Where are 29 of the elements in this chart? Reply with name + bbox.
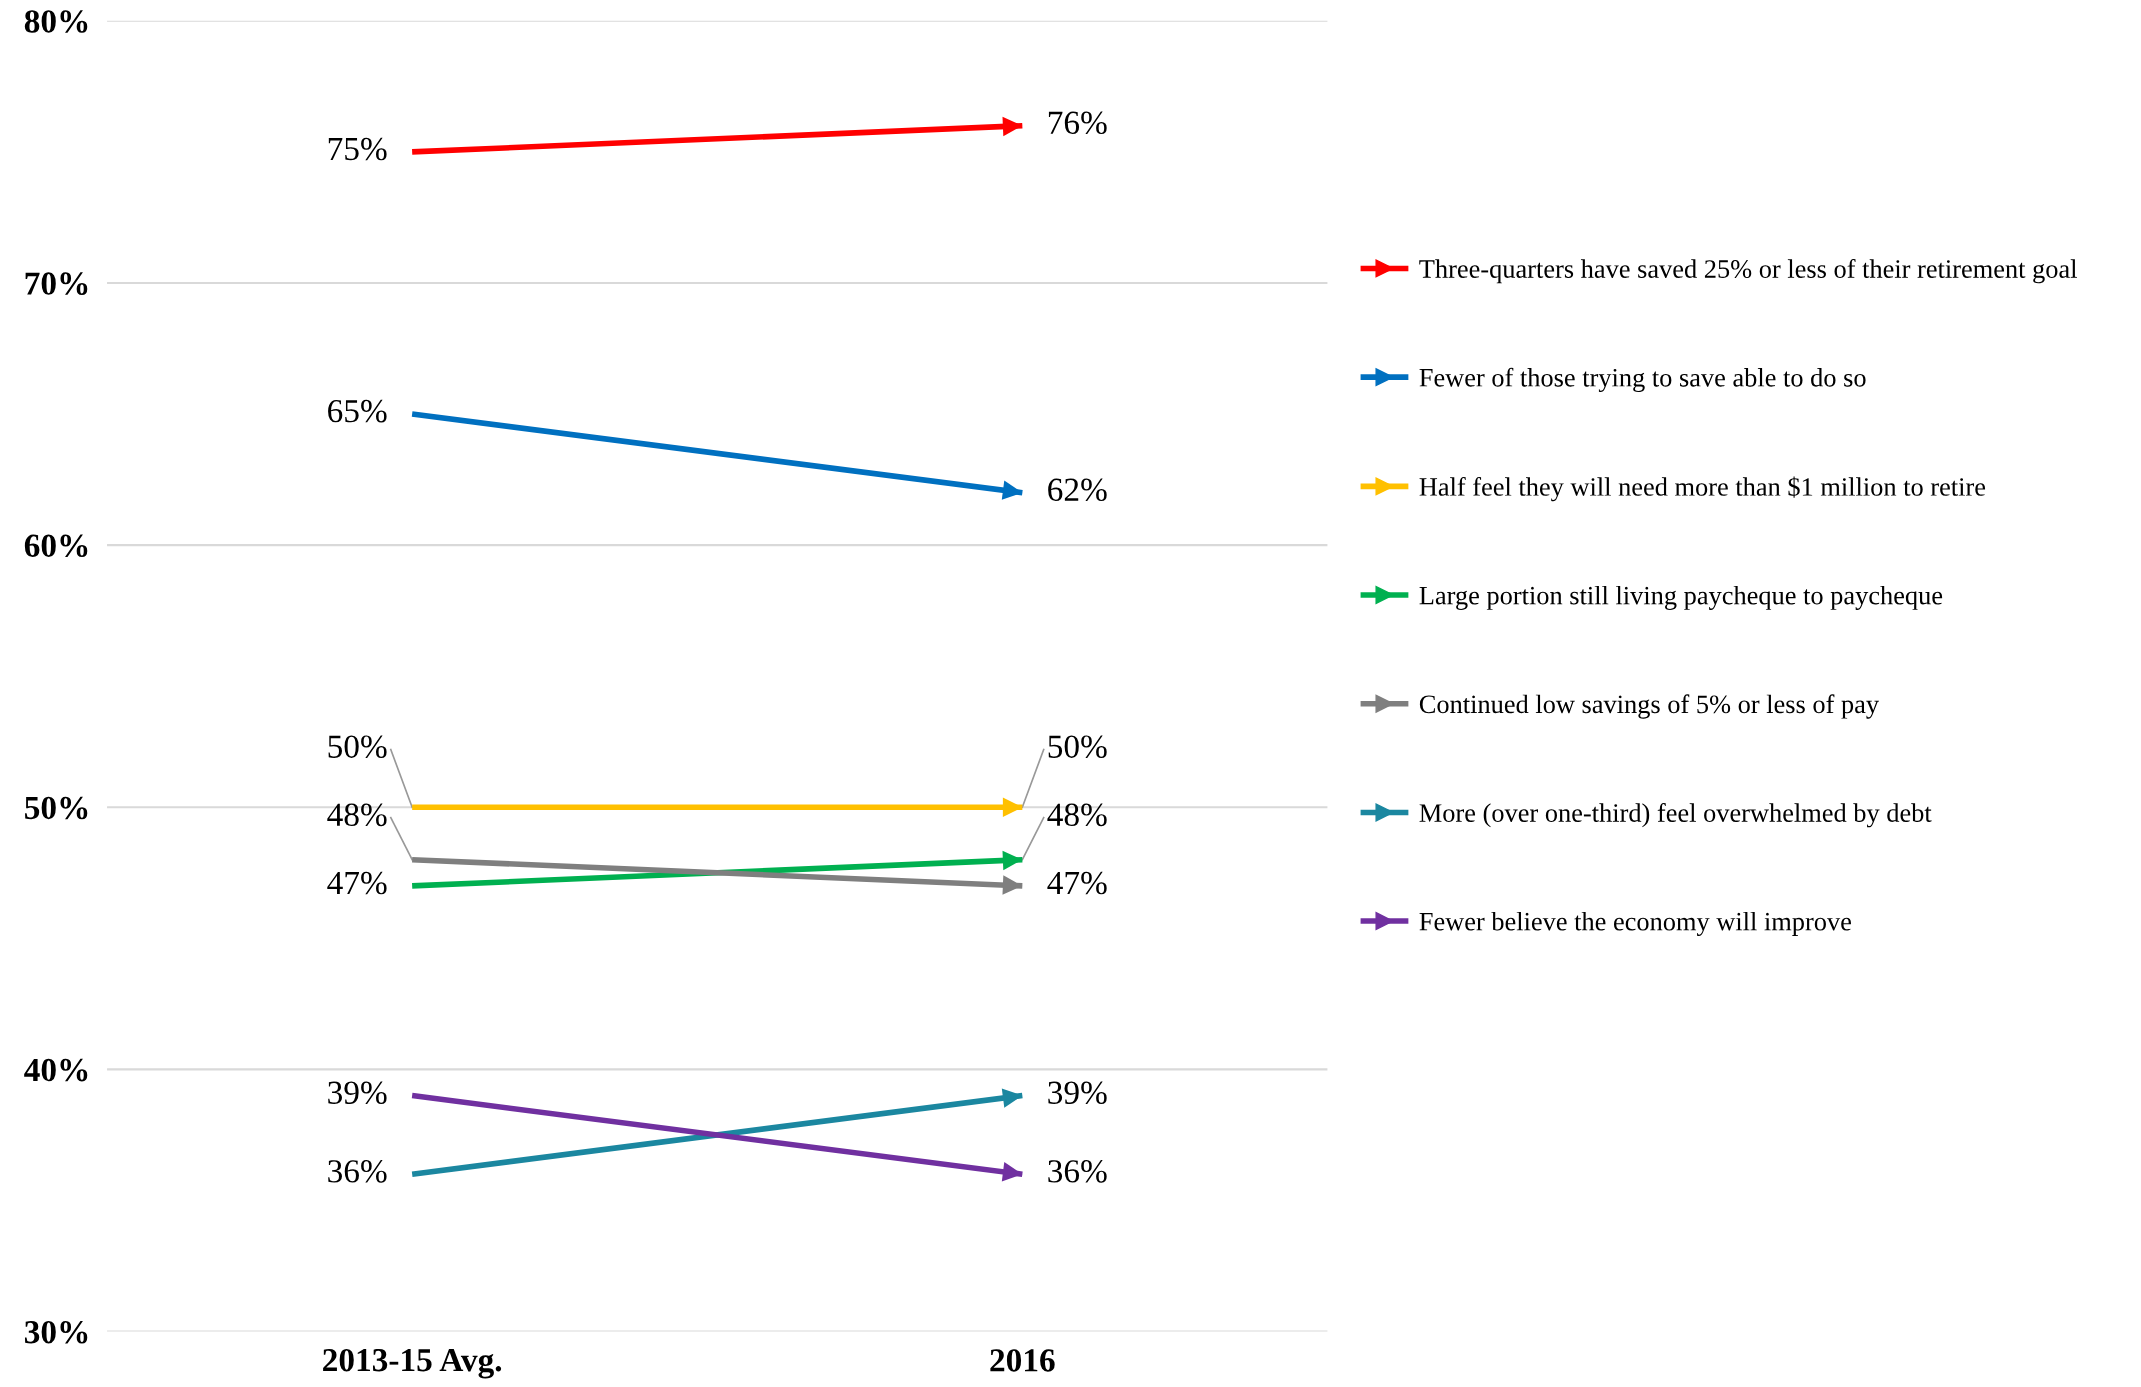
data-label: 75% <box>328 137 387 161</box>
data-label: 47% <box>1047 871 1107 895</box>
y-tick-label: 70% <box>25 272 88 295</box>
x-tick-label: 2016 <box>990 1349 1055 1372</box>
legend-label: Three-quarters have saved 25% or less of their retirement goal <box>1419 259 2077 284</box>
legend-label: Large portion still living paycheque to paycheque <box>1419 585 1943 610</box>
y-tick-label: 30% <box>24 1320 88 1344</box>
data-label: 50% <box>328 735 387 759</box>
legend-label: More (over one-third) feel overwhelmed by debt <box>1419 803 1932 828</box>
data-label: 36% <box>328 1160 387 1183</box>
y-tick-label: 50% <box>25 796 88 820</box>
y-tick-label: 80% <box>24 10 88 33</box>
data-label: 39% <box>328 1081 387 1105</box>
data-label: 76% <box>1048 111 1107 135</box>
y-tick-label: 40% <box>24 1058 88 1082</box>
data-label: 48% <box>327 803 387 827</box>
legend-label: Fewer of those trying to save able to do so <box>1419 367 1866 393</box>
data-label: 62% <box>1048 478 1107 502</box>
data-label: 48% <box>1047 803 1107 827</box>
x-tick-label: 2013-15 Avg. <box>323 1348 502 1379</box>
data-label: 39% <box>1048 1081 1107 1105</box>
data-label: 50% <box>1048 735 1107 759</box>
data-label: 47% <box>327 871 387 895</box>
y-tick-label: 60% <box>24 534 88 558</box>
legend-label: Fewer believe the economy will improve <box>1419 911 1851 936</box>
legend-label: Continued low savings of 5% or less of pay <box>1419 694 1879 719</box>
data-label: 36% <box>1048 1160 1107 1183</box>
data-label: 65% <box>328 399 387 423</box>
legend-label: Half feel they will need more than $1 million to retire <box>1419 476 1986 502</box>
